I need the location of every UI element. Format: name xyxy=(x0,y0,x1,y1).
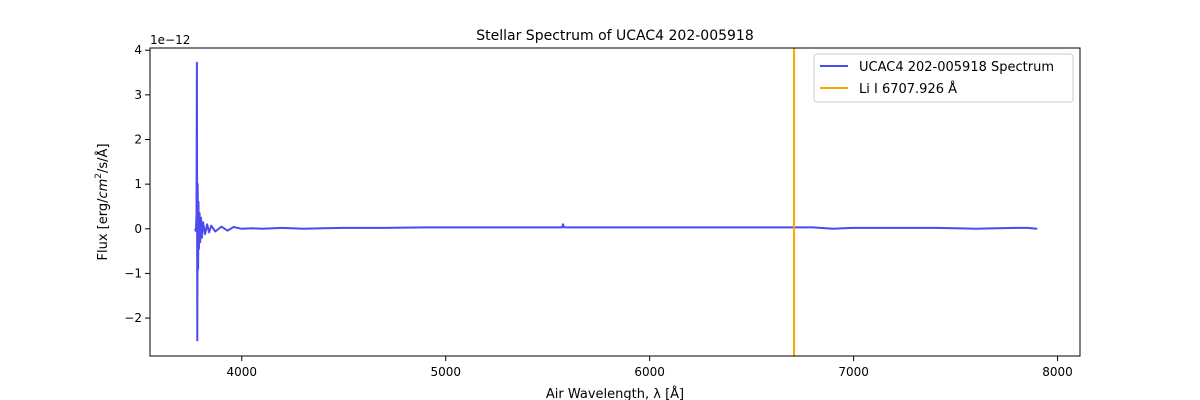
y-tick-label: 4 xyxy=(134,43,142,57)
x-tick-label: 7000 xyxy=(838,365,869,379)
legend-label-spectrum: UCAC4 202-005918 Spectrum xyxy=(859,60,1054,75)
y-tick-label: 0 xyxy=(134,222,142,236)
y-tick-label: −2 xyxy=(124,311,142,325)
y-label-unit: cm xyxy=(96,179,111,199)
legend-label-li-line: Li I 6707.926 Å xyxy=(859,81,957,97)
x-tick-label: 4000 xyxy=(227,365,258,379)
y-tick-label: 3 xyxy=(134,88,142,102)
y-label-prefix: Flux [erg/ xyxy=(96,198,111,261)
x-tick-label: 5000 xyxy=(430,365,461,379)
y-tick-label: −1 xyxy=(124,266,142,280)
x-tick-label: 8000 xyxy=(1042,365,1073,379)
x-tick-label: 6000 xyxy=(634,365,665,379)
spectrum-series-line xyxy=(193,61,1038,342)
y-label-exponent: 2 xyxy=(94,173,104,179)
legend: UCAC4 202-005918 Spectrum Li I 6707.926 … xyxy=(813,53,1074,103)
y-axis: −2 −1 0 1 2 3 4 xyxy=(124,43,150,325)
y-tick-label: 2 xyxy=(134,133,142,147)
chart-title: Stellar Spectrum of UCAC4 202-005918 xyxy=(476,28,754,44)
axes-frame xyxy=(149,47,1081,357)
plot-area xyxy=(193,48,1038,356)
y-tick-label: 1 xyxy=(134,177,142,191)
x-axis: 4000 5000 6000 7000 8000 xyxy=(227,356,1073,379)
y-label-suffix: /s/Å] xyxy=(95,143,111,173)
y-axis-label: Flux [erg/cm2/s/Å] xyxy=(94,143,111,260)
y-offset-text: 1e−12 xyxy=(150,33,190,47)
x-axis-label: Air Wavelength, λ [Å] xyxy=(546,386,684,400)
legend-box xyxy=(813,53,1074,103)
